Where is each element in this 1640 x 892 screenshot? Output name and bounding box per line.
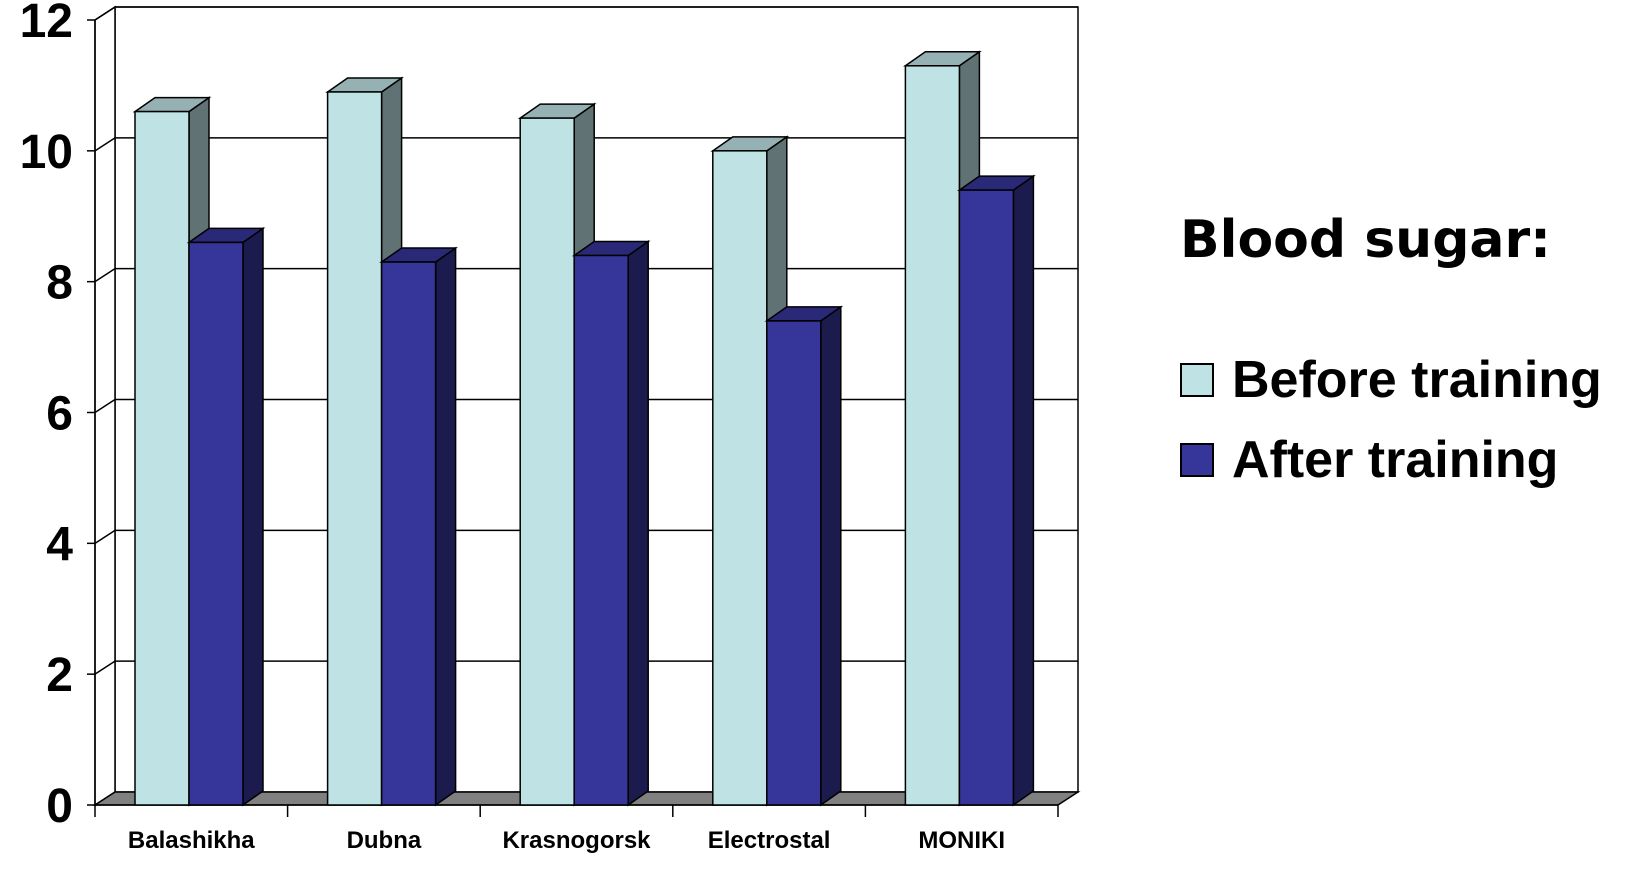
xtick-label: Krasnogorsk xyxy=(502,827,651,854)
bar xyxy=(764,305,844,807)
legend-swatch xyxy=(1180,443,1214,477)
bar-side xyxy=(820,305,842,807)
legend-item: Before training xyxy=(1180,340,1602,420)
legend-items: Before training After training xyxy=(1180,340,1602,500)
bar-front xyxy=(326,91,383,806)
xtick-label: MONIKI xyxy=(918,827,1005,854)
ytick-label: 6 xyxy=(46,388,73,441)
ytick-label: 0 xyxy=(46,780,73,833)
legend-label: After training xyxy=(1232,431,1559,489)
bar-side xyxy=(242,226,264,807)
xtick-label: Dubna xyxy=(347,827,422,854)
legend-item: After training xyxy=(1180,420,1602,500)
legend-swatch xyxy=(1180,363,1214,397)
gridline xyxy=(94,6,1078,21)
bar-front xyxy=(904,65,961,806)
ytick-label: 12 xyxy=(20,0,73,48)
bar-front xyxy=(188,241,244,806)
bar-front xyxy=(712,150,768,806)
xtick-label: Balashikha xyxy=(128,827,255,854)
bar-side xyxy=(627,240,649,807)
bar-front xyxy=(134,110,190,806)
legend-title: Blood sugar: xyxy=(1180,210,1551,270)
bar-side xyxy=(1012,174,1035,807)
legend: Blood sugar: Before training After traini… xyxy=(1180,210,1602,500)
bar xyxy=(379,246,458,807)
bar xyxy=(186,226,266,807)
xtick-label: Electrostal xyxy=(708,827,831,854)
ytick-label: 4 xyxy=(46,518,73,571)
bar-front xyxy=(519,117,575,806)
bar xyxy=(571,240,651,807)
bar-side xyxy=(434,246,457,807)
bar xyxy=(957,174,1036,807)
bar-front xyxy=(380,261,437,806)
ytick-label: 2 xyxy=(46,649,73,702)
legend-label: Before training xyxy=(1232,351,1602,409)
bar-front xyxy=(573,254,629,806)
ytick-label: 8 xyxy=(46,257,73,310)
bar-front xyxy=(958,189,1015,806)
bar-front xyxy=(766,320,822,806)
ytick-label: 10 xyxy=(20,126,73,179)
